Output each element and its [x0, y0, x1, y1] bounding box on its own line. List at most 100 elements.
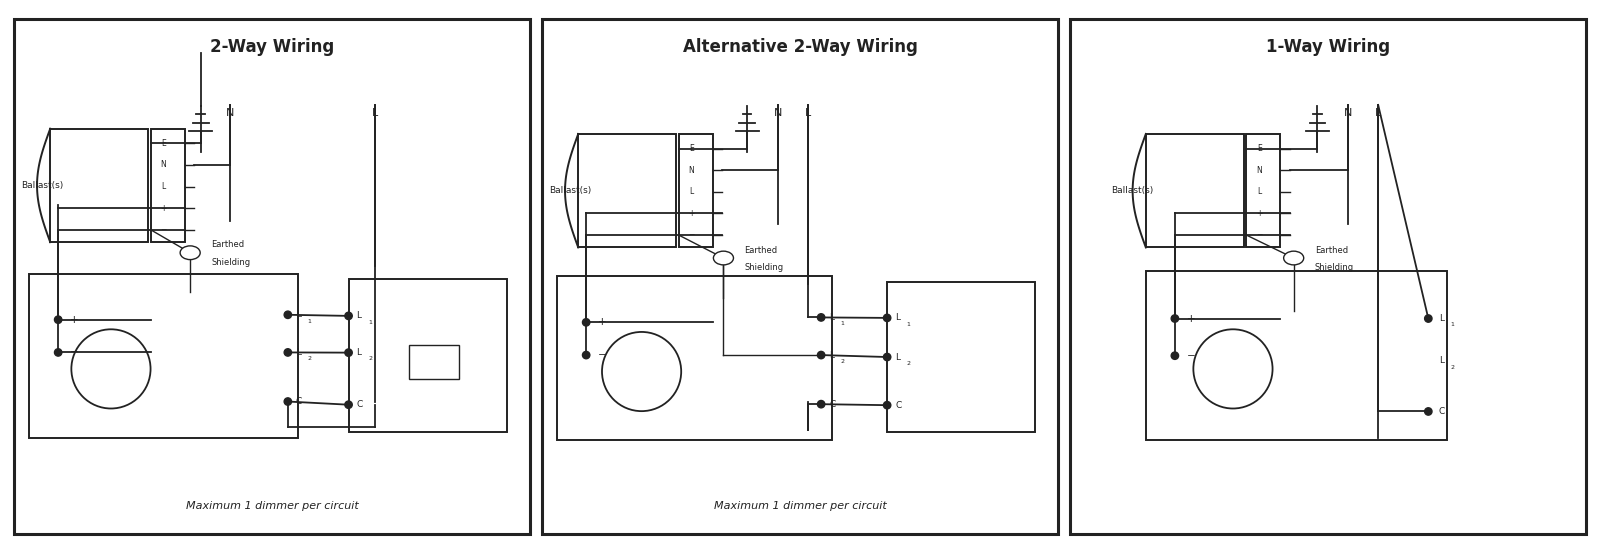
Text: L: L [690, 187, 694, 196]
Text: +: + [1256, 209, 1262, 218]
Text: Shielding: Shielding [1315, 263, 1354, 272]
Text: −: − [598, 350, 606, 360]
Text: 1: 1 [907, 322, 910, 327]
Circle shape [54, 349, 62, 356]
Text: N: N [1344, 108, 1352, 118]
Text: L: L [296, 348, 301, 357]
Circle shape [883, 401, 891, 409]
Text: 2: 2 [907, 361, 910, 366]
Text: Earthed: Earthed [744, 246, 778, 254]
Circle shape [285, 398, 291, 405]
Text: 2: 2 [840, 359, 845, 364]
Text: 2: 2 [368, 357, 373, 362]
Bar [150, 129, 186, 242]
Text: −: − [160, 225, 166, 234]
Text: Ballast(s): Ballast(s) [549, 186, 592, 195]
Text: −: − [1256, 231, 1262, 239]
Text: 1-Way Wiring: 1-Way Wiring [1266, 38, 1390, 56]
Circle shape [1171, 315, 1179, 322]
Text: Shielding: Shielding [744, 263, 784, 272]
Text: L: L [1438, 356, 1443, 366]
Text: −: − [70, 347, 78, 357]
Text: Earthed: Earthed [1315, 246, 1347, 254]
Text: E: E [1258, 144, 1261, 153]
Circle shape [346, 349, 352, 356]
Text: N: N [688, 166, 694, 175]
Circle shape [582, 319, 590, 326]
Text: C: C [894, 401, 901, 410]
Text: C: C [1438, 407, 1445, 416]
Circle shape [582, 351, 590, 359]
Circle shape [1424, 315, 1432, 322]
Circle shape [72, 329, 150, 409]
Circle shape [285, 311, 291, 319]
Text: 1: 1 [307, 319, 312, 324]
Text: 2: 2 [307, 356, 312, 361]
Text: L: L [1374, 108, 1381, 118]
Text: −: − [1187, 351, 1195, 361]
Bar [557, 276, 832, 440]
Circle shape [883, 353, 891, 361]
Text: +: + [1187, 314, 1195, 324]
Text: Alternative 2-Way Wiring: Alternative 2-Way Wiring [683, 38, 917, 56]
Text: 2: 2 [1451, 364, 1454, 369]
Text: Shielding: Shielding [211, 258, 251, 267]
Circle shape [818, 351, 826, 359]
Bar [1246, 134, 1280, 247]
Bar [408, 345, 459, 379]
Text: L: L [805, 108, 811, 118]
Text: N: N [774, 108, 782, 118]
Circle shape [883, 314, 891, 322]
Text: +: + [598, 317, 606, 327]
Text: N: N [1256, 166, 1262, 175]
Text: L: L [357, 311, 362, 320]
Circle shape [346, 312, 352, 320]
Text: −: − [688, 231, 694, 239]
Text: L: L [894, 314, 901, 322]
Ellipse shape [1283, 251, 1304, 265]
Circle shape [602, 332, 682, 411]
Circle shape [818, 314, 826, 321]
Text: 1: 1 [840, 321, 845, 326]
Text: E: E [690, 144, 694, 153]
Bar [1146, 271, 1446, 440]
Text: L: L [829, 313, 834, 322]
Bar [50, 129, 147, 242]
Text: N: N [160, 160, 166, 169]
Text: Ballast(s): Ballast(s) [1112, 186, 1154, 195]
Text: L: L [1258, 187, 1261, 196]
Text: +: + [70, 315, 78, 325]
Bar [678, 134, 714, 247]
Text: L: L [371, 108, 378, 118]
Text: +: + [688, 209, 694, 218]
Text: Maximum 1 dimmer per circuit: Maximum 1 dimmer per circuit [714, 501, 886, 511]
Circle shape [285, 349, 291, 356]
Circle shape [54, 316, 62, 324]
Bar [349, 279, 507, 432]
Ellipse shape [714, 251, 733, 265]
Circle shape [818, 400, 826, 408]
Ellipse shape [181, 246, 200, 259]
Text: L: L [296, 310, 301, 319]
Text: 1: 1 [1451, 322, 1454, 327]
Text: E: E [162, 139, 166, 148]
Text: L: L [357, 348, 362, 357]
Text: L: L [1438, 314, 1443, 323]
Text: C: C [357, 400, 363, 409]
Text: N: N [226, 108, 234, 118]
Circle shape [1194, 329, 1272, 409]
Text: 2-Way Wiring: 2-Way Wiring [210, 38, 334, 56]
Text: Maximum 1 dimmer per circuit: Maximum 1 dimmer per circuit [186, 501, 358, 511]
Text: L: L [829, 351, 834, 359]
Text: Ballast(s): Ballast(s) [21, 181, 64, 190]
Text: L: L [162, 182, 166, 191]
Text: L: L [894, 352, 901, 362]
Text: +: + [160, 204, 166, 212]
Bar [29, 274, 299, 437]
Text: Earthed: Earthed [211, 241, 245, 249]
Circle shape [346, 401, 352, 409]
Circle shape [1171, 352, 1179, 359]
Bar [1146, 134, 1243, 247]
Bar [886, 282, 1035, 432]
Text: 1: 1 [368, 320, 371, 325]
